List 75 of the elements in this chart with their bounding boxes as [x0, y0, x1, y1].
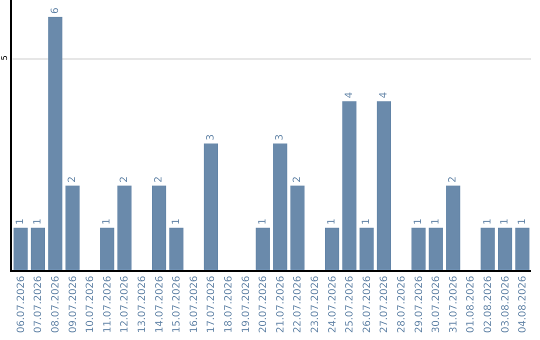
data-label: 1 [413, 218, 424, 225]
data-label: 1 [326, 218, 338, 225]
x-tick-label: 10.07.2026 [85, 276, 96, 334]
bar [48, 16, 62, 270]
x-tick-label: 04.08.2026 [518, 276, 529, 334]
x-tick-label: 02.08.2026 [483, 276, 494, 334]
data-label: 2 [292, 176, 303, 183]
bar [428, 228, 443, 270]
data-label: 1 [516, 218, 528, 225]
data-label: 2 [448, 176, 459, 183]
data-label: 1 [15, 218, 26, 225]
bar [14, 228, 28, 270]
x-tick-label: 06.07.2026 [16, 276, 27, 334]
bar [376, 101, 392, 270]
bar [498, 228, 512, 270]
bar [411, 228, 426, 270]
bar [204, 143, 218, 270]
x-tick-label: 26.07.2026 [362, 276, 373, 334]
bar [342, 101, 356, 270]
data-label: 1 [361, 218, 372, 225]
bar [117, 186, 132, 270]
x-tick-label: 11.07.2026 [102, 276, 114, 334]
data-label: 1 [430, 218, 442, 225]
data-label: 1 [500, 218, 511, 225]
data-label: 6 [50, 8, 61, 14]
x-tick-label: 31.07.2026 [448, 276, 460, 334]
x-tick-label: 07.07.2026 [33, 276, 44, 334]
bar [290, 186, 305, 270]
data-label: 2 [118, 176, 130, 183]
data-label: 3 [205, 134, 216, 140]
bar [100, 228, 114, 270]
y-tick-label: 5 [0, 55, 10, 60]
x-tick-label: 12.07.2026 [120, 276, 131, 334]
bar [480, 228, 495, 270]
data-label: 1 [170, 218, 182, 225]
x-tick-label: 23.07.2026 [310, 276, 321, 334]
bar [273, 143, 288, 270]
data-label: 1 [102, 218, 113, 225]
bar [360, 228, 374, 270]
data-label: 1 [32, 218, 44, 225]
bar [515, 228, 530, 270]
x-tick-label: 27.07.2026 [379, 276, 390, 334]
data-label: 2 [67, 176, 78, 183]
data-label: 1 [257, 218, 268, 225]
bar [256, 228, 270, 270]
x-tick-label: 22.07.2026 [292, 276, 304, 334]
x-tick-label: 01.08.2026 [466, 276, 477, 334]
bar [65, 186, 80, 270]
x-tick-label: 21.07.2026 [275, 276, 286, 334]
bar [152, 186, 166, 270]
bar [30, 228, 46, 270]
data-label: 2 [154, 176, 165, 183]
x-tick-label: 25.07.2026 [344, 276, 356, 334]
bar [169, 228, 184, 270]
data-label: 4 [378, 92, 390, 98]
x-tick-label: 16.07.2026 [188, 276, 200, 334]
bar [324, 228, 340, 270]
x-tick-label: 14.07.2026 [154, 276, 166, 334]
x-tick-label: 13.07.2026 [137, 276, 148, 334]
x-tick-label: 09.07.2026 [68, 276, 79, 334]
x-tick-label: 03.08.2026 [500, 276, 512, 334]
x-tick-label: 29.07.2026 [414, 276, 425, 334]
x-tick-label: 08.07.2026 [50, 276, 62, 334]
x-tick-label: 20.07.2026 [258, 276, 270, 334]
data-label: 1 [482, 218, 494, 225]
x-tick-label: 24.07.2026 [327, 276, 338, 334]
x-tick-label: 17.07.2026 [206, 276, 218, 334]
x-tick-label: 15.07.2026 [172, 276, 183, 334]
x-tick-label: 19.07.2026 [240, 276, 252, 334]
x-tick-label: 30.07.2026 [431, 276, 442, 334]
bar [446, 186, 460, 270]
data-label: 4 [344, 92, 355, 98]
x-tick-label: 28.07.2026 [396, 276, 408, 334]
data-label: 3 [274, 134, 286, 140]
x-tick-label: 18.07.2026 [224, 276, 234, 334]
